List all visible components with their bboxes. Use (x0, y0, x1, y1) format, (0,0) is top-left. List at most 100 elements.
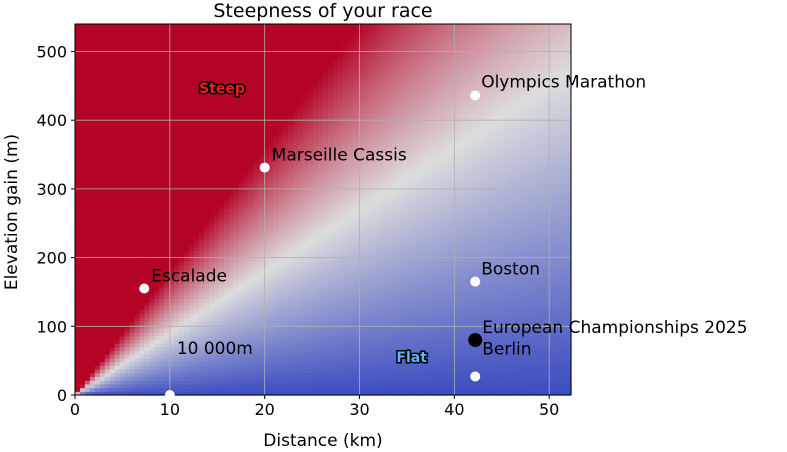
heatmap-cell (134, 279, 141, 285)
heatmap-cell (109, 49, 116, 55)
heatmap-cell (208, 127, 215, 133)
heatmap-cell (104, 298, 111, 303)
heatmap-cell (84, 380, 91, 385)
heatmap-cell (318, 139, 324, 144)
heatmap-cell (159, 79, 165, 84)
heatmap-cell (129, 38, 136, 44)
heatmap-cell (94, 124, 101, 129)
heatmap-cell (75, 291, 81, 296)
heatmap-cell (109, 57, 116, 62)
heatmap-cell (258, 354, 265, 359)
heatmap-cell (79, 279, 86, 285)
heatmap-cell (238, 157, 245, 162)
heatmap-cell (159, 57, 165, 62)
heatmap-cell (159, 261, 165, 266)
heatmap-cell (114, 354, 121, 359)
heatmap-cell (243, 120, 250, 125)
heatmap-cell (119, 254, 126, 259)
heatmap-cell (223, 87, 230, 92)
heatmap-cell (179, 357, 185, 363)
heatmap-cell (94, 72, 101, 77)
heatmap-cell (104, 213, 111, 218)
heatmap-cell (278, 157, 284, 162)
heatmap-cell (159, 109, 165, 114)
heatmap-cell (268, 383, 274, 389)
heatmap-cell (318, 131, 324, 136)
heatmap-cell (189, 228, 195, 233)
heatmap-cell (119, 213, 126, 218)
heatmap-cell (223, 376, 230, 381)
heatmap-cell (293, 124, 299, 129)
heatmap-cell (139, 75, 146, 81)
heatmap-cell (303, 202, 309, 207)
heatmap-cell (139, 35, 146, 40)
heatmap-cell (154, 98, 160, 103)
heatmap-cell (189, 387, 195, 392)
heatmap-cell (164, 317, 170, 322)
heatmap-cell (189, 287, 195, 292)
heatmap-cell (164, 190, 170, 196)
heatmap-cell (129, 343, 136, 348)
heatmap-cell (99, 320, 106, 326)
heatmap-cell (203, 79, 210, 84)
heatmap-cell (308, 64, 314, 70)
heatmap-cell (273, 250, 279, 255)
heatmap-cell (119, 24, 126, 29)
heatmap-cell (228, 105, 235, 110)
heatmap-cell (228, 254, 235, 259)
heatmap-cell (253, 83, 260, 88)
heatmap-cell (134, 83, 141, 88)
heatmap-cell (313, 139, 319, 144)
heatmap-cell (129, 239, 136, 244)
heatmap-cell (243, 172, 250, 177)
heatmap-cell (189, 231, 195, 237)
heatmap-cell (218, 75, 225, 81)
heatmap-cell (313, 94, 319, 99)
heatmap-cell (228, 391, 235, 396)
heatmap-cell (89, 309, 96, 314)
heatmap-cell (318, 46, 324, 51)
heatmap-cell (79, 98, 86, 103)
heatmap-cell (203, 350, 210, 355)
heatmap-cell (169, 213, 175, 218)
heatmap-cell (114, 287, 121, 292)
heatmap-cell (189, 257, 195, 263)
heatmap-cell (189, 53, 195, 58)
heatmap-cell (109, 172, 116, 177)
heatmap-cell (104, 172, 111, 177)
heatmap-cell (114, 31, 121, 36)
heatmap-cell (258, 161, 265, 166)
heatmap-cell (278, 68, 284, 73)
heatmap-cell (243, 113, 250, 118)
heatmap-cell (154, 127, 160, 133)
heatmap-cell (84, 101, 91, 107)
heatmap-cell (194, 153, 200, 159)
heatmap-cell (89, 27, 96, 33)
heatmap-cell (134, 213, 141, 218)
heatmap-cell (84, 168, 91, 173)
heatmap-cell (308, 116, 314, 122)
heatmap-cell (278, 150, 284, 155)
heatmap-cell (104, 75, 111, 81)
heatmap-cell (149, 68, 155, 73)
heatmap-cell (84, 365, 91, 370)
heatmap-cell (273, 168, 279, 173)
heatmap-cell (159, 287, 165, 292)
heatmap-cell (139, 161, 146, 166)
heatmap-cell (79, 176, 86, 181)
heatmap-cell (129, 109, 136, 114)
heatmap-cell (298, 283, 304, 289)
heatmap-cell (84, 279, 91, 285)
heatmap-cell (75, 35, 81, 40)
heatmap-cell (268, 246, 274, 251)
heatmap-cell (293, 176, 299, 181)
heatmap-cell (243, 139, 250, 144)
heatmap-cell (149, 294, 155, 300)
heatmap-cell (134, 383, 141, 389)
heatmap-cell (243, 198, 250, 203)
heatmap-cell (89, 176, 96, 181)
heatmap-cell (258, 38, 265, 44)
heatmap-cell (119, 61, 126, 66)
heatmap-cell (114, 320, 121, 326)
heatmap-cell (318, 120, 324, 125)
